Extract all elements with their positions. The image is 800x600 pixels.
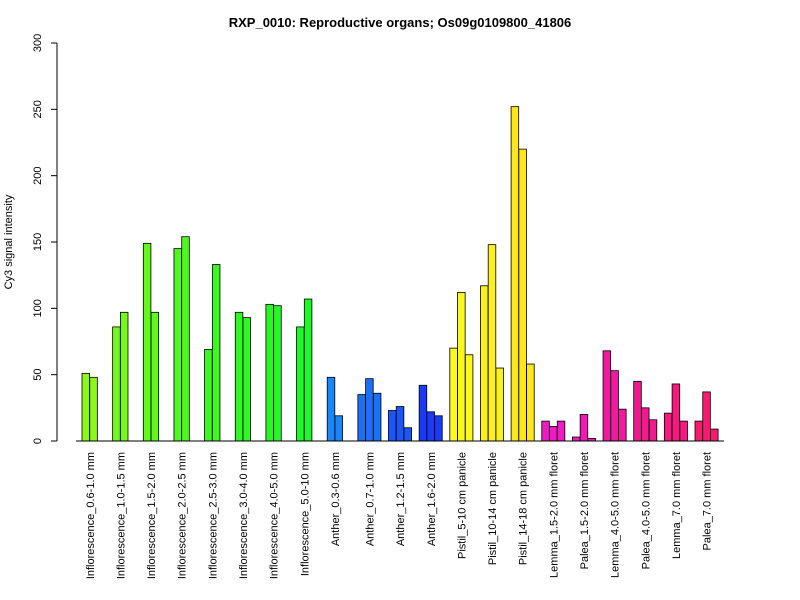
bar — [204, 349, 213, 442]
bar — [457, 292, 466, 442]
bars — [81, 106, 719, 442]
x-category-label: Inflorescence_1.5-2.0 mm — [146, 452, 158, 579]
bar — [526, 363, 535, 442]
bar — [365, 378, 374, 442]
bar — [510, 106, 520, 442]
x-category-label: Anther_1.6-2.0 mm — [426, 452, 438, 546]
y-tick-label: 100 — [32, 299, 44, 317]
y-tick-label: 250 — [32, 100, 44, 118]
x-category-label: Lemma_4.0-5.0 mm floret — [610, 452, 622, 578]
bar — [418, 384, 428, 442]
x-category-label: Inflorescence_4.0-5.0 mm — [269, 452, 281, 579]
bar — [403, 427, 412, 442]
x-category-label: Inflorescence_3.0-4.0 mm — [238, 452, 250, 579]
x-category-label: Pistil_5-10 cm panicle — [456, 452, 468, 559]
bar — [648, 419, 658, 442]
bar — [518, 148, 527, 442]
bar — [334, 415, 343, 442]
x-category-label: Anther_0.7-1.0 mm — [364, 452, 376, 546]
bar — [273, 305, 282, 442]
bar — [487, 244, 497, 442]
bar — [602, 350, 612, 442]
bar — [464, 354, 474, 442]
y-tick-label: 150 — [32, 233, 44, 251]
x-category-label: Pistil_14-18 cm panicle — [518, 452, 530, 565]
bar — [372, 392, 382, 442]
bar — [142, 242, 152, 442]
bar — [579, 414, 589, 442]
bar — [181, 236, 190, 442]
bar — [395, 406, 405, 442]
bar — [296, 326, 305, 442]
bar — [549, 426, 558, 442]
bar — [426, 411, 435, 442]
y-axis: 0 50 100 150 200 250 300 — [32, 34, 58, 444]
bar — [388, 410, 397, 442]
bar — [572, 436, 581, 442]
y-tick-label: 0 — [32, 438, 44, 444]
bar — [265, 303, 274, 442]
y-axis-label: Cy3 signal intensity — [3, 194, 15, 289]
x-category-label: Inflorescence_0.6-1.0 mm — [85, 452, 97, 579]
bar — [120, 311, 129, 442]
x-category-label: Palea_7.0 mm floret — [702, 452, 714, 550]
bar — [541, 420, 550, 442]
x-category-label: Inflorescence_2.0-2.5 mm — [177, 452, 189, 579]
x-category-label: Palea_4.0-5.0 mm floret — [640, 452, 652, 569]
x-category-label: Lemma_1.5-2.0 mm floret — [548, 452, 560, 578]
bar — [357, 394, 366, 442]
bar — [434, 415, 443, 442]
bar — [710, 428, 719, 442]
x-category-label: Pistil_10-14 cm panicle — [487, 452, 499, 565]
x-category-label: Inflorescence_2.5-3.0 mm — [207, 452, 219, 579]
bar — [150, 311, 160, 442]
bar — [694, 420, 703, 442]
y-tick-label: 200 — [32, 166, 44, 184]
y-tick-label: 300 — [32, 34, 44, 52]
bar — [81, 372, 90, 442]
bar — [480, 285, 489, 442]
bar — [618, 408, 627, 442]
x-category-label: Inflorescence_1.0-1.5 mm — [115, 452, 127, 579]
bar — [326, 376, 336, 442]
bar — [610, 370, 619, 442]
x-category-label: Palea_1.5-2.0 mm floret — [579, 452, 591, 569]
bar — [89, 376, 98, 442]
bar — [663, 412, 673, 442]
y-tick-label: 50 — [32, 369, 44, 381]
chart-title: RXP_0010: Reproductive organs; Os09g0109… — [229, 15, 572, 30]
bar — [556, 420, 566, 442]
bar — [112, 326, 121, 442]
bar — [702, 391, 711, 442]
x-axis-labels: Inflorescence_0.6-1.0 mm Inflorescence_1.… — [85, 452, 714, 579]
bar — [173, 248, 182, 442]
x-category-label: Inflorescence_5.0-10 mm — [299, 452, 311, 576]
bar — [641, 407, 650, 442]
bar — [495, 367, 504, 442]
x-category-label: Anther_0.3-0.6 mm — [330, 452, 342, 546]
bar — [671, 383, 681, 442]
x-category-label: Lemma_7.0 mm floret — [671, 452, 683, 559]
bar — [679, 420, 688, 442]
x-category-label: Anther_1.2-1.5 mm — [395, 452, 407, 546]
bar — [449, 347, 458, 442]
bar — [211, 264, 221, 442]
bar — [633, 380, 642, 442]
bar — [242, 317, 251, 442]
bar — [234, 311, 244, 442]
bar — [303, 298, 313, 442]
